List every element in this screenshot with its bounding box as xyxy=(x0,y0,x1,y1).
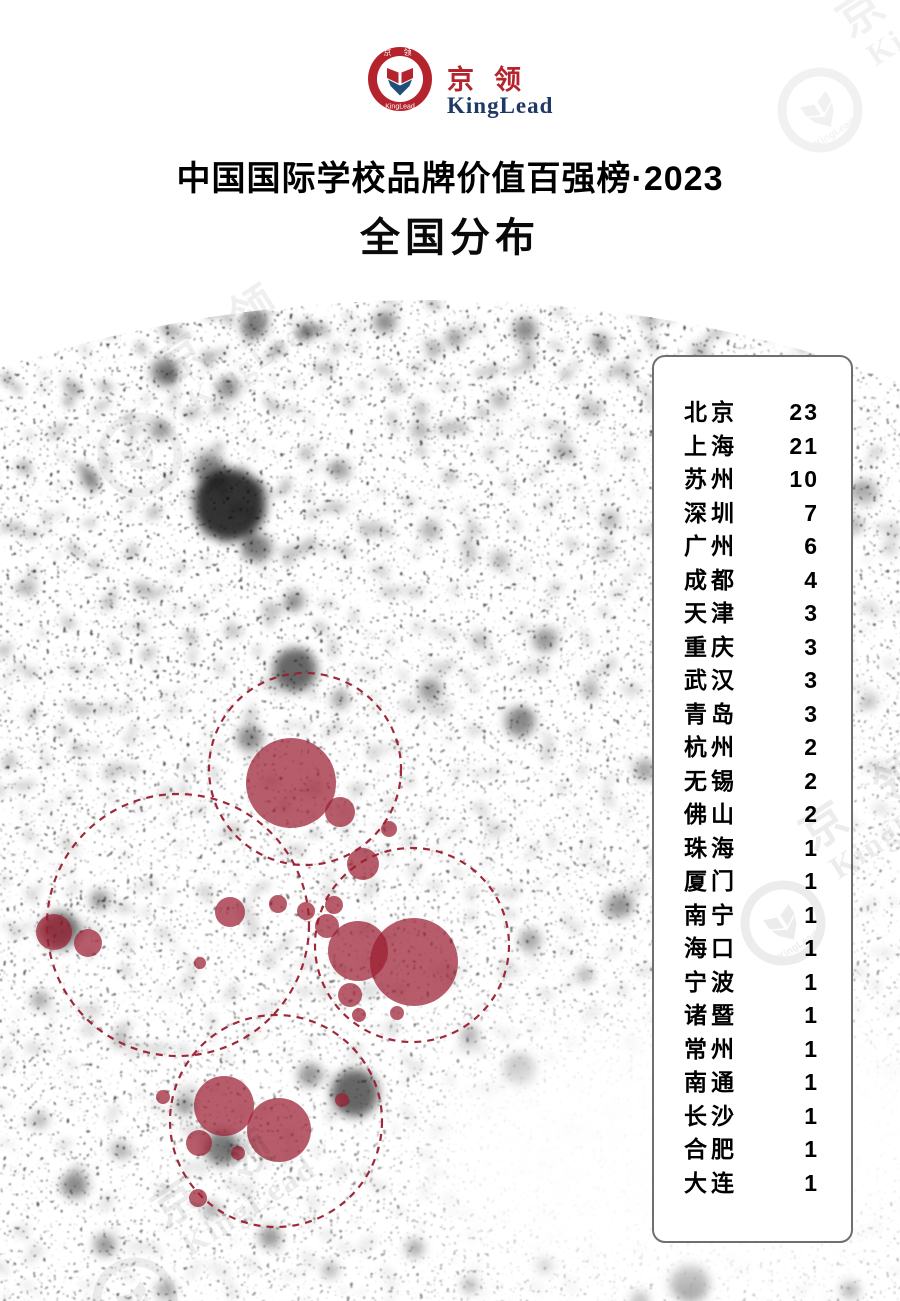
city-count: 2 xyxy=(804,767,819,794)
city-bubbles xyxy=(36,738,458,1207)
city-count: 1 xyxy=(804,935,819,961)
city-row: 海口 1 xyxy=(654,932,851,966)
city-row: 成都 4 xyxy=(654,564,851,598)
city-row: 北京 23 xyxy=(654,396,851,430)
city-count: 3 xyxy=(804,700,819,727)
city-name: 合肥 xyxy=(684,1136,738,1162)
city-row: 长沙 1 xyxy=(654,1100,851,1134)
city-row: 常州 1 xyxy=(654,1033,851,1067)
city-name: 北京 xyxy=(684,399,738,425)
city-row: 广州 6 xyxy=(654,530,851,564)
city-name: 无锡 xyxy=(684,767,738,794)
city-row: 武汉 3 xyxy=(654,664,851,698)
city-row: 珠海 1 xyxy=(654,832,851,866)
city-count: 1 xyxy=(804,1069,819,1095)
city-row: 上海 21 xyxy=(654,430,851,464)
city-list: 北京 23 上海 21 苏州 10 深圳 7 广州 6 成都 4 天津 3 重庆 3 武汉 3 青岛 3 杭州 2 无锡 2 佛… xyxy=(654,396,851,1200)
city-name: 青岛 xyxy=(684,700,738,727)
city-row: 诸暨 1 xyxy=(654,999,851,1033)
city-count: 23 xyxy=(789,399,819,425)
watermark-stamp xyxy=(56,1106,342,1301)
city-count: 2 xyxy=(804,734,819,760)
city-name: 重庆 xyxy=(684,633,738,660)
city-count: 6 xyxy=(804,533,819,559)
city-name: 常州 xyxy=(684,1035,738,1062)
page-title: 中国国际学校品牌价值百强榜·2023 xyxy=(176,160,724,198)
city-count: 1 xyxy=(804,901,819,928)
city-name: 天津 xyxy=(684,600,738,626)
city-row: 南通 1 xyxy=(654,1066,851,1100)
city-name: 宁波 xyxy=(684,968,738,995)
city-count-panel: 北京 23 上海 21 苏州 10 深圳 7 广州 6 成都 4 天津 3 重庆 3 武汉 3 青岛 3 杭州 2 无锡 2 佛… xyxy=(652,355,853,1243)
city-row: 合肥 1 xyxy=(654,1133,851,1167)
city-name: 杭州 xyxy=(684,734,738,760)
city-name: 武汉 xyxy=(684,667,738,693)
city-count: 1 xyxy=(804,1035,819,1062)
city-count: 2 xyxy=(804,801,819,827)
city-count: 1 xyxy=(804,868,819,894)
cluster-circles xyxy=(45,671,511,1229)
city-name: 大连 xyxy=(684,1169,738,1196)
city-name: 上海 xyxy=(684,432,738,459)
city-name: 成都 xyxy=(684,566,738,593)
city-name: 长沙 xyxy=(684,1102,738,1129)
watermark-stamp xyxy=(741,0,900,163)
city-name: 珠海 xyxy=(684,834,738,861)
city-count: 1 xyxy=(804,1169,819,1196)
city-row: 宁波 1 xyxy=(654,966,851,1000)
city-count: 3 xyxy=(804,667,819,693)
city-name: 广州 xyxy=(684,533,738,559)
city-name: 海口 xyxy=(684,935,738,961)
city-row: 无锡 2 xyxy=(654,765,851,799)
city-name: 佛山 xyxy=(684,801,738,827)
city-count: 1 xyxy=(804,834,819,861)
city-row: 大连 1 xyxy=(654,1167,851,1201)
kinglead-badge-icon: 京 领 KingLead xyxy=(368,47,432,111)
page-subtitle: 全国分布 xyxy=(360,215,540,260)
city-name: 深圳 xyxy=(684,499,738,526)
city-count: 4 xyxy=(804,566,819,593)
badge-top-text: 京 领 xyxy=(383,47,416,57)
city-row: 厦门 1 xyxy=(654,865,851,899)
city-row: 杭州 2 xyxy=(654,731,851,765)
city-name: 厦门 xyxy=(684,868,738,894)
city-count: 1 xyxy=(804,968,819,995)
city-row: 重庆 3 xyxy=(654,631,851,665)
city-row: 南宁 1 xyxy=(654,899,851,933)
city-row: 青岛 3 xyxy=(654,698,851,732)
city-name: 苏州 xyxy=(684,466,738,492)
city-count: 1 xyxy=(804,1136,819,1162)
city-row: 深圳 7 xyxy=(654,497,851,531)
city-count: 21 xyxy=(789,432,819,459)
badge-bottom-text: KingLead xyxy=(385,104,415,111)
shield-icon xyxy=(387,68,413,96)
city-row: 佛山 2 xyxy=(654,798,851,832)
city-row: 天津 3 xyxy=(654,597,851,631)
city-name: 诸暨 xyxy=(684,1002,738,1028)
city-count: 3 xyxy=(804,600,819,626)
logo-cn-text: 京领 xyxy=(447,65,541,95)
city-count: 3 xyxy=(804,633,819,660)
city-name: 南宁 xyxy=(684,901,738,928)
logo-en-text: KingLead xyxy=(447,93,554,118)
city-count: 7 xyxy=(804,499,819,526)
city-row: 苏州 10 xyxy=(654,463,851,497)
city-name: 南通 xyxy=(684,1069,738,1095)
city-count: 1 xyxy=(804,1002,819,1028)
city-count: 10 xyxy=(789,466,819,492)
watermark-stamp xyxy=(61,261,347,507)
city-count: 1 xyxy=(804,1102,819,1129)
